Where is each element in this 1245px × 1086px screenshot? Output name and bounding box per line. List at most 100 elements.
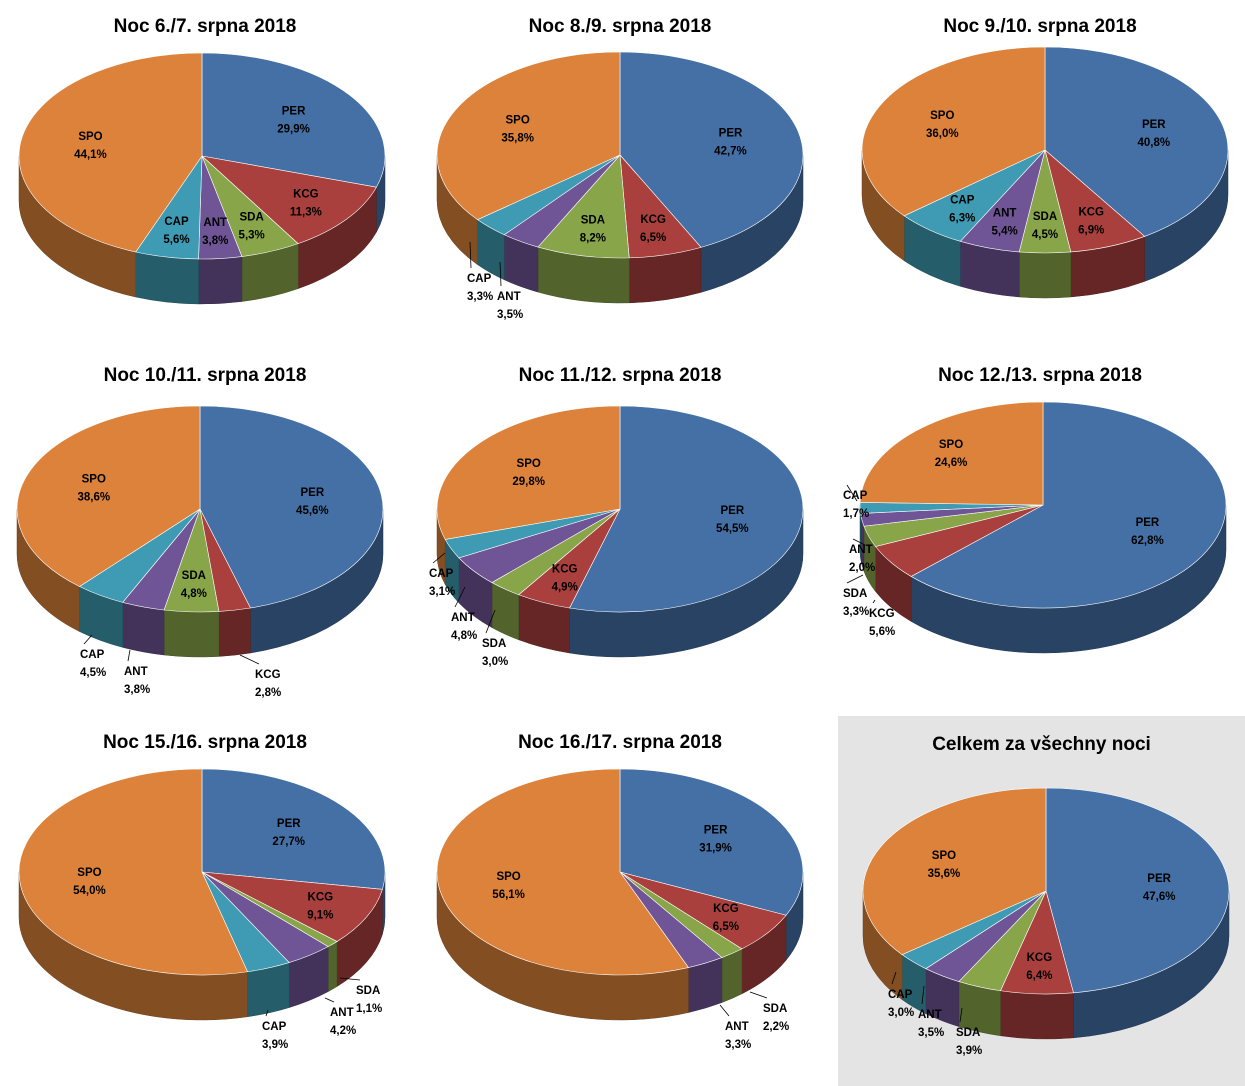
slice-label-per: PER 45,6% bbox=[296, 487, 329, 517]
label-leader-line bbox=[432, 552, 446, 564]
label-leader-line bbox=[339, 977, 361, 981]
pie-slice-per bbox=[910, 401, 1227, 609]
slice-label-cap: CAP 4,5% bbox=[80, 649, 106, 679]
slice-label-per: PER 42,7% bbox=[714, 127, 747, 157]
slice-label-sda: SDA 2,2% bbox=[763, 1003, 789, 1033]
slice-label-spo: SPO 24,6% bbox=[935, 439, 968, 469]
pie-panel: Noc 12./13. srpna 2018 PER 62,8% KCG 5,6% SDA… bbox=[835, 355, 1245, 715]
slice-label-kcg: KCG 11,3% bbox=[290, 189, 322, 219]
label-leader-line bbox=[872, 599, 876, 604]
slice-label-sda: SDA 8,2% bbox=[580, 215, 606, 245]
pie-slice-per bbox=[201, 768, 386, 890]
pie-side-walls bbox=[436, 871, 804, 1021]
pie-chart: Noc 11./12. srpna 2018 PER 54,5% KCG 4,9% SDA… bbox=[429, 365, 804, 668]
label-leader-line bbox=[891, 971, 897, 985]
label-leader-line bbox=[324, 997, 335, 1003]
pie-side-walls bbox=[859, 504, 1227, 654]
pie-panel: Noc 11./12. srpna 2018 PER 54,5% KCG 4,9% SDA… bbox=[415, 355, 825, 715]
slice-label-sda: SDA 1,1% bbox=[356, 985, 382, 1015]
slice-label-cap: CAP 1,7% bbox=[843, 490, 869, 520]
chart-title: Celkem za všechny noci bbox=[932, 734, 1151, 755]
chart-title: Noc 11./12. srpna 2018 bbox=[519, 365, 722, 386]
pie-slice-spo bbox=[861, 46, 1046, 217]
slice-label-per: PER 29,9% bbox=[277, 105, 310, 135]
pie-panel: Noc 8./9. srpna 2018 PER 42,7% KCG 6,5% SDA 8,… bbox=[415, 0, 825, 350]
label-leader-line bbox=[265, 1009, 269, 1017]
pie-slice-per bbox=[1044, 46, 1229, 237]
slice-label-ant: ANT 3,8% bbox=[202, 217, 228, 247]
label-leader-line bbox=[719, 1004, 730, 1017]
pie-panel: Noc 9./10. srpna 2018 PER 40,8% KCG 6,9% SDA 4… bbox=[835, 0, 1245, 350]
slice-label-cap: CAP 5,6% bbox=[163, 216, 189, 246]
slice-label-kcg: KCG 6,4% bbox=[1026, 952, 1052, 982]
slice-label-kcg: KCG 6,5% bbox=[713, 903, 739, 933]
slice-label-kcg: KCG 6,9% bbox=[1078, 206, 1104, 236]
pie-slice-kcg bbox=[201, 155, 377, 244]
slice-label-cap: CAP 6,3% bbox=[949, 195, 975, 225]
slice-label-per: PER 31,9% bbox=[699, 825, 732, 855]
slice-label-spo: SPO 29,8% bbox=[512, 458, 545, 488]
slice-label-spo: SPO 44,1% bbox=[74, 131, 107, 161]
slice-label-per: PER 62,8% bbox=[1131, 517, 1164, 547]
pie-wall-cap bbox=[135, 251, 199, 305]
pie-chart: Noc 9./10. srpna 2018 PER 40,8% KCG 6,9% SDA 4… bbox=[861, 16, 1229, 299]
slice-label-cap: CAP 3,9% bbox=[262, 1021, 288, 1051]
pie-wall-sda bbox=[163, 609, 220, 658]
slice-label-cap: CAP 3,0% bbox=[888, 989, 914, 1019]
slice-label-kcg: KCG 9,1% bbox=[307, 892, 333, 922]
pie-chart: Noc 16./17. srpna 2018 PER 31,9% KCG 6,5% SDA… bbox=[436, 732, 804, 1051]
pie-slice-sda bbox=[537, 154, 630, 259]
slice-label-sda: SDA 3,0% bbox=[482, 638, 508, 668]
slice-label-cap: CAP 3,1% bbox=[429, 568, 455, 598]
slice-label-spo: SPO 36,0% bbox=[926, 110, 959, 140]
pie-slice-spo bbox=[18, 52, 203, 253]
pie-wall-ant bbox=[198, 256, 243, 305]
slice-label-ant: ANT 4,2% bbox=[330, 1007, 356, 1037]
chart-title: Noc 10./11. srpna 2018 bbox=[104, 365, 307, 386]
chart-title: Noc 12./13. srpna 2018 bbox=[938, 365, 1142, 386]
label-leader-line bbox=[852, 538, 866, 546]
slice-label-spo: SPO 38,6% bbox=[77, 474, 110, 504]
slice-label-ant: ANT 2,0% bbox=[849, 544, 875, 574]
pie-wall-kcg bbox=[1000, 990, 1074, 1040]
label-leader-line bbox=[921, 985, 925, 1005]
slice-label-per: PER 54,5% bbox=[716, 505, 749, 535]
pie-slice-kcg bbox=[201, 871, 383, 942]
slice-label-kcg: KCG 6,5% bbox=[640, 214, 666, 244]
chart-title: Noc 9./10. srpna 2018 bbox=[943, 16, 1136, 37]
pie-side-walls bbox=[861, 149, 1229, 299]
slice-label-sda: SDA 3,9% bbox=[956, 1027, 982, 1057]
label-leader-line bbox=[469, 241, 472, 269]
slice-label-spo: SPO 56,1% bbox=[492, 871, 525, 901]
pie-slice-per bbox=[619, 51, 804, 248]
slice-label-per: PER 27,7% bbox=[272, 818, 305, 848]
label-leader-line bbox=[499, 261, 502, 287]
pie-wall-ant bbox=[122, 602, 165, 656]
pie-side-walls bbox=[862, 890, 1230, 1040]
slice-label-ant: ANT 5,4% bbox=[992, 208, 1018, 238]
label-leader-line bbox=[485, 609, 496, 634]
pie-wall-sda bbox=[721, 948, 743, 1003]
pie-wall-kcg bbox=[218, 607, 251, 657]
slice-label-kcg: KCG 4,9% bbox=[552, 563, 578, 593]
pie-chart: Noc 6./7. srpna 2018 PER 29,9% KCG 11,3% SDA 5… bbox=[18, 16, 386, 305]
label-leader-line bbox=[846, 574, 864, 584]
pie-chart: Celkem za všechny noci PER 47,6% KCG 6,4% SDA… bbox=[862, 734, 1230, 1057]
pie-chart: Noc 15./16. srpna 2018 PER 27,7% KCG 9,1% SDA… bbox=[18, 732, 386, 1051]
label-leader-line bbox=[127, 649, 131, 662]
chart-title: Noc 15./16. srpna 2018 bbox=[103, 732, 307, 753]
pie-slice-spo bbox=[862, 787, 1047, 955]
pie-slice-spo bbox=[436, 405, 621, 540]
chart-title: Noc 16./17. srpna 2018 bbox=[518, 732, 722, 753]
chart-title: Noc 8./9. srpna 2018 bbox=[529, 16, 712, 37]
slice-label-spo: SPO 35,6% bbox=[928, 850, 961, 880]
pie-slice-spo bbox=[18, 768, 248, 976]
slice-label-sda: SDA 4,8% bbox=[181, 570, 207, 600]
pie-slice-spo bbox=[16, 405, 201, 587]
slice-label-ant: ANT 3,5% bbox=[497, 291, 523, 321]
pie-slice-spo bbox=[436, 768, 689, 976]
pie-side-walls bbox=[18, 871, 386, 1021]
pie-panel: Celkem za všechny noci PER 47,6% KCG 6,4% SDA… bbox=[838, 716, 1245, 1086]
pie-chart: Noc 8./9. srpna 2018 PER 42,7% KCG 6,5% SDA 8,… bbox=[436, 16, 804, 321]
